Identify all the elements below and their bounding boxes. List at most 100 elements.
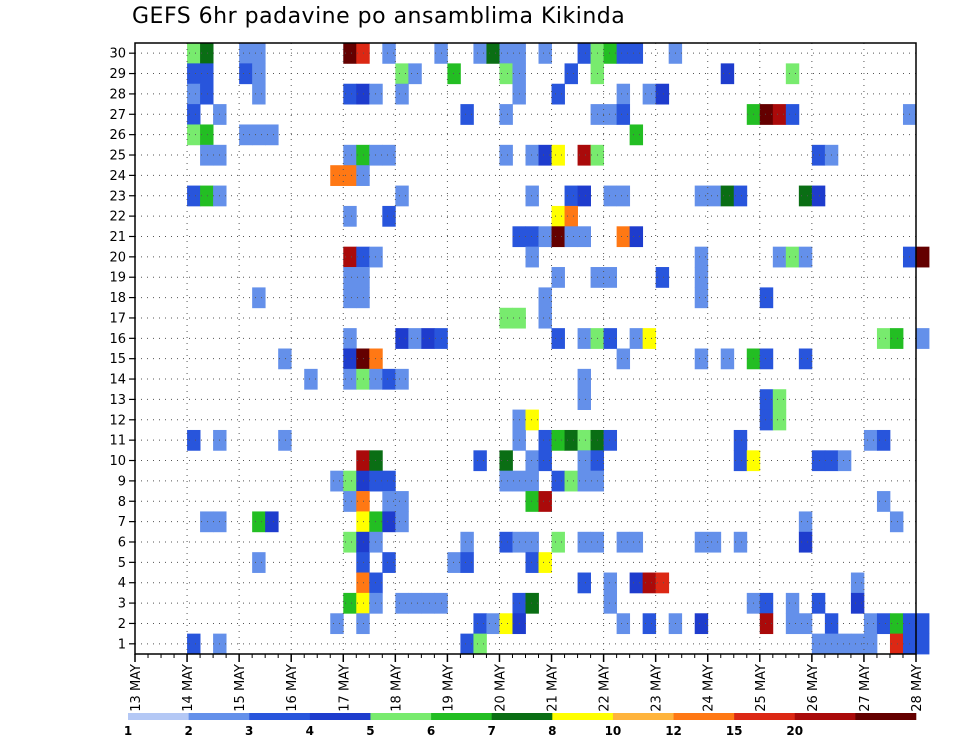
- heatmap-cell: [473, 613, 487, 635]
- heatmap-cell: [772, 409, 787, 431]
- heatmap-cell: [538, 307, 552, 329]
- heatmap-cell: [200, 124, 214, 146]
- heatmap-cell: [863, 613, 878, 635]
- y-tick-label: 19: [109, 271, 126, 286]
- heatmap-cell: [603, 572, 618, 594]
- y-tick-label: 15: [109, 352, 126, 367]
- heatmap-cell: [577, 43, 591, 64]
- heatmap-cell: [343, 592, 357, 614]
- heatmap-cell: [785, 63, 800, 85]
- x-tick-label: 22 MAY: [598, 664, 613, 712]
- heatmap-cell: [577, 389, 591, 410]
- heatmap-cell: [707, 185, 722, 207]
- y-tick-label: 11: [109, 434, 126, 449]
- heatmap-cell: [759, 592, 774, 614]
- heatmap-cell: [525, 409, 539, 431]
- heatmap-cell: [343, 43, 357, 64]
- heatmap-cell: [382, 552, 396, 573]
- heatmap-cell: [759, 613, 774, 635]
- y-tick-label: 26: [109, 128, 126, 143]
- heatmap-cell: [187, 104, 201, 125]
- heatmap-cell: [577, 328, 591, 349]
- heatmap-cell: [252, 287, 266, 309]
- heatmap-cell: [655, 267, 670, 288]
- heatmap-cell: [304, 368, 318, 390]
- heatmap-cell: [629, 226, 644, 248]
- heatmap-cell: [369, 470, 383, 492]
- heatmap-cell: [538, 429, 552, 451]
- heatmap-cell: [395, 511, 409, 533]
- heatmap-cell: [473, 43, 487, 64]
- heatmap-cell: [759, 348, 774, 370]
- heatmap-cell: [356, 450, 370, 472]
- heatmap-cell: [356, 43, 370, 64]
- heatmap-cell: [473, 633, 487, 655]
- heatmap-cell: [408, 328, 422, 349]
- heatmap-cell: [577, 531, 591, 553]
- heatmap-cell: [720, 63, 735, 85]
- heatmap-cell: [382, 144, 396, 166]
- heatmap-cell: [343, 348, 357, 370]
- heatmap-cell: [759, 409, 774, 431]
- grid-lines: [135, 43, 916, 654]
- colorbar-label: 4: [306, 724, 314, 738]
- heatmap-cell: [616, 185, 631, 207]
- heatmap-cell: [564, 470, 578, 492]
- heatmap-cell: [499, 307, 513, 329]
- heatmap-cell: [343, 246, 357, 268]
- heatmap-cell: [538, 552, 552, 573]
- heatmap-cell: [889, 511, 904, 533]
- heatmap-cell: [603, 185, 618, 207]
- heatmap-cell: [356, 165, 370, 186]
- heatmap-cell: [187, 63, 201, 85]
- y-tick-label: 22: [109, 210, 126, 225]
- heatmap-cell: [603, 429, 618, 451]
- heatmap-cell: [265, 511, 279, 533]
- heatmap-cell: [759, 389, 774, 410]
- heatmap-cell: [850, 572, 865, 594]
- colorbar-segment: [128, 713, 189, 720]
- heatmap-cell: [499, 63, 513, 85]
- x-tick-label: 17 MAY: [337, 664, 352, 712]
- heatmap-cell: [252, 124, 266, 146]
- heatmap-cell: [759, 287, 774, 309]
- y-tick-label: 4: [118, 576, 126, 591]
- y-tick-label: 14: [109, 373, 126, 388]
- heatmap-cell: [408, 592, 422, 614]
- y-tick-label: 6: [118, 535, 126, 550]
- heatmap-cell: [850, 633, 865, 655]
- heatmap-cell: [629, 572, 644, 594]
- heatmap-cell: [642, 83, 657, 105]
- heatmap-cell: [369, 246, 383, 268]
- heatmap-cell: [629, 531, 644, 553]
- heatmap-cell: [499, 144, 513, 166]
- heatmap-cell: [694, 613, 709, 635]
- heatmap-cell: [369, 450, 383, 472]
- heatmap-cell: [343, 531, 357, 553]
- x-tick-label: 21 MAY: [546, 664, 561, 712]
- x-tick-label: 24 MAY: [702, 664, 717, 712]
- heatmap-cell: [499, 450, 513, 472]
- heatmap-cell: [187, 124, 201, 146]
- colorbar-segment: [612, 713, 674, 720]
- heatmap-cell: [395, 83, 409, 105]
- y-tick-label: 12: [109, 413, 126, 428]
- heatmap-cell: [356, 287, 370, 309]
- heatmap-cell: [382, 470, 396, 492]
- heatmap-cell: [187, 185, 201, 207]
- heatmap-cell: [772, 104, 787, 125]
- heatmap-cell: [369, 592, 383, 614]
- heatmap-cell: [916, 328, 930, 349]
- heatmap-cell: [603, 328, 618, 349]
- heatmap-cell: [694, 267, 709, 288]
- y-axis: 1234567891011121314151617181920212223242…: [109, 47, 135, 652]
- heatmap-cell: [916, 633, 930, 655]
- y-tick-label: 30: [109, 47, 126, 62]
- heatmap-cell: [889, 613, 904, 635]
- heatmap-cell: [538, 43, 552, 64]
- x-tick-label: 13 MAY: [129, 664, 144, 712]
- heatmap-cell: [395, 185, 409, 207]
- heatmap-cell: [252, 83, 266, 105]
- y-tick-label: 9: [118, 474, 126, 489]
- colorbar-segment: [855, 713, 917, 720]
